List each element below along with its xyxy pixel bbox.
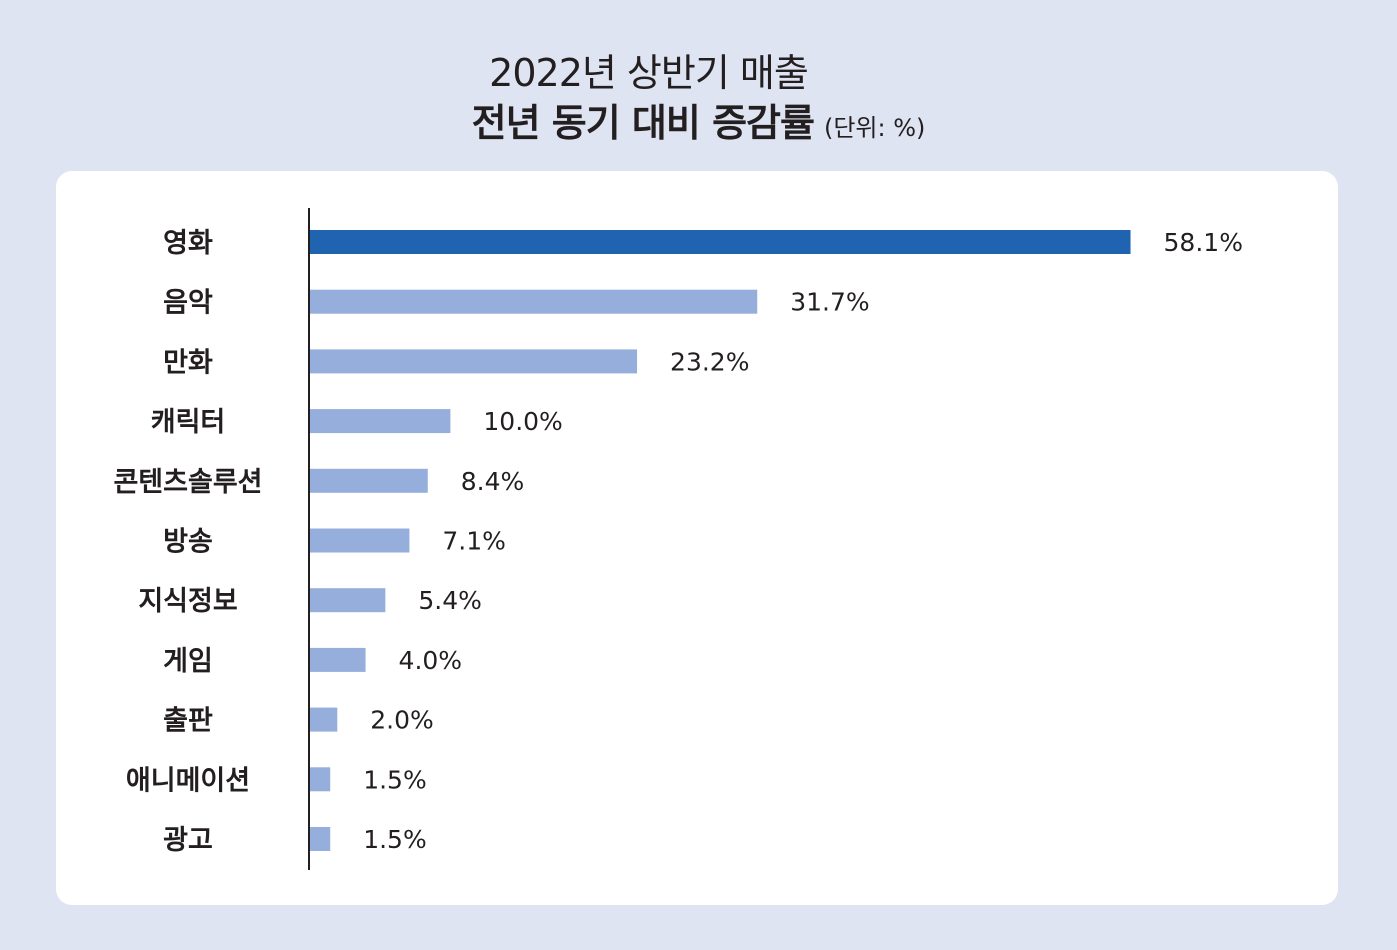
bar — [309, 528, 410, 553]
category-label: 게임 — [163, 646, 213, 677]
category-label: 애니메이션 — [126, 765, 250, 796]
bar — [309, 409, 451, 434]
chart-title-line2: 전년 동기 대비 증감률 (단위: %) — [0, 92, 1397, 147]
bar — [309, 827, 331, 851]
category-label: 영화 — [163, 228, 213, 259]
category-label: 지식정보 — [138, 586, 237, 617]
bar — [309, 588, 386, 613]
category-label: 캐릭터 — [151, 407, 226, 438]
category-label: 음악 — [163, 288, 213, 319]
category-label: 출판 — [163, 706, 213, 737]
bar — [309, 767, 331, 792]
chart-subtitle: 전년 동기 대비 증감률 — [471, 101, 815, 145]
value-label: 23.2% — [670, 347, 749, 376]
value-label: 58.1% — [1164, 228, 1243, 257]
bars-group: 영화 58.1% 음악 31.7% 만화 23.2% 캐릭터 10.0% 콘텐츠솔루션 8.4% 방… — [113, 228, 1242, 856]
bar-row: 음악 31.7% — [163, 288, 870, 319]
bar-row: 만화 23.2% — [163, 347, 749, 378]
category-label: 광고 — [163, 825, 213, 856]
bar-row: 방송 7.1% — [163, 527, 506, 558]
value-label: 10.0% — [483, 407, 562, 436]
bar — [309, 349, 638, 374]
chart-title-line1: 2022년 상반기 매출 — [489, 51, 809, 95]
bar — [309, 289, 758, 314]
unit-label: (단위: %) — [823, 114, 926, 142]
bar — [309, 468, 428, 493]
bar-row: 광고 1.5% — [163, 825, 427, 856]
bar — [309, 647, 366, 672]
bar-row: 출판 2.0% — [163, 706, 434, 737]
value-label: 1.5% — [363, 765, 427, 794]
bar-row: 영화 58.1% — [163, 228, 1243, 259]
category-label: 만화 — [163, 347, 213, 378]
value-label: 8.4% — [461, 467, 525, 496]
bar-row: 지식정보 5.4% — [138, 586, 482, 617]
value-label: 5.4% — [418, 586, 482, 615]
value-label: 1.5% — [363, 825, 427, 854]
value-label: 2.0% — [370, 706, 434, 735]
bar — [309, 230, 1131, 254]
value-label: 4.0% — [399, 646, 463, 675]
value-label: 31.7% — [790, 288, 869, 317]
bar-row: 콘텐츠솔루션 8.4% — [113, 467, 524, 498]
category-label: 방송 — [163, 527, 213, 558]
bar — [309, 707, 338, 732]
category-label: 콘텐츠솔루션 — [113, 467, 262, 498]
bar-row: 캐릭터 10.0% — [151, 407, 563, 438]
bar-row: 게임 4.0% — [163, 646, 462, 677]
value-label: 7.1% — [442, 527, 506, 556]
bar-row: 애니메이션 1.5% — [126, 765, 427, 796]
